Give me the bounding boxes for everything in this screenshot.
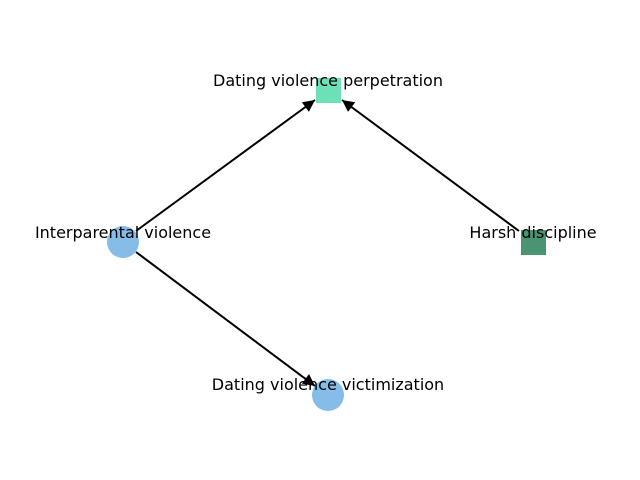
node-harsh-discipline [521, 230, 546, 255]
edge-interparental-to-perpetration [135, 99, 316, 232]
node-dating-violence-victimization [312, 379, 344, 411]
label-dating-violence-perpetration: Dating violence perpetration [213, 71, 443, 90]
node-interparental-violence [107, 226, 139, 258]
label-harsh-discipline: Harsh discipline [469, 223, 596, 242]
edge-interparental-to-victimization [135, 251, 316, 387]
edge-harsh-discipline-to-perpetration [341, 99, 520, 232]
label-dating-violence-victimization: Dating violence victimization [212, 375, 444, 394]
node-dating-violence-perpetration [316, 78, 341, 103]
label-interparental-violence: Interparental violence [35, 223, 211, 242]
